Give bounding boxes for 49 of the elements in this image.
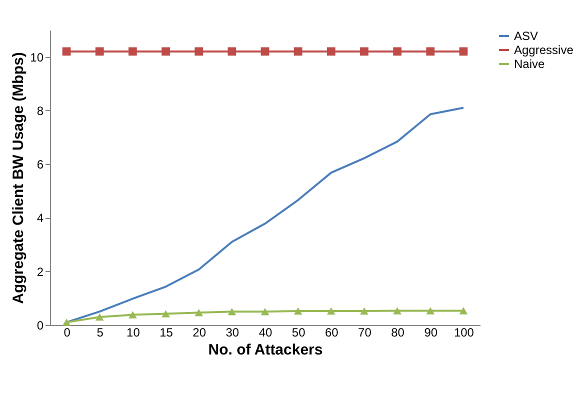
point: [459, 307, 468, 314]
x-tick-label: 10: [126, 326, 140, 340]
y-tick-label: 4: [36, 211, 44, 226]
point: [459, 47, 468, 56]
x-tick-label: 80: [391, 326, 405, 340]
x-tick-label: 5: [96, 326, 104, 340]
y-axis-title: Aggregate Client BW Usage (Mbps): [10, 52, 28, 304]
point: [393, 47, 402, 56]
x-tick-label: 90: [424, 326, 438, 340]
point: [162, 310, 170, 318]
point: [228, 308, 236, 316]
y-tick-label: 10: [30, 50, 44, 64]
point: [360, 47, 368, 56]
point: [128, 311, 137, 318]
y-tick-label: 8: [36, 104, 44, 118]
point: [294, 307, 302, 315]
point: [228, 47, 236, 56]
point: [95, 313, 104, 321]
point: [426, 307, 435, 314]
x-tick-label: 100: [454, 326, 474, 340]
legend-label: Aggressive: [514, 43, 574, 57]
point: [360, 307, 368, 315]
y-tick-label: 6: [36, 158, 44, 172]
legend-label: ASV: [514, 29, 538, 43]
x-tick-label: 40: [258, 326, 272, 340]
x-tick-label: 0: [64, 326, 71, 340]
point: [393, 307, 402, 314]
point: [326, 307, 336, 315]
point: [62, 318, 71, 326]
point: [95, 47, 104, 56]
point: [294, 47, 302, 56]
x-tick-label: 70: [358, 326, 372, 340]
point: [260, 47, 270, 56]
x-tick-label: 20: [192, 326, 206, 340]
point: [128, 47, 137, 56]
legend-label: Naive: [514, 57, 546, 71]
x-tick-label: 50: [292, 326, 306, 340]
point: [260, 308, 270, 316]
y-tick-label: 2: [36, 264, 44, 279]
point: [194, 309, 204, 316]
x-tick-label: 15: [160, 326, 174, 340]
x-tick-label: 60: [324, 326, 339, 340]
point: [426, 47, 435, 56]
point: [194, 47, 204, 56]
point: [62, 47, 71, 56]
point: [162, 47, 170, 56]
point: [326, 47, 336, 56]
x-tick-label: 30: [226, 326, 240, 340]
x-axis-title: No. of Attackers: [208, 342, 323, 358]
